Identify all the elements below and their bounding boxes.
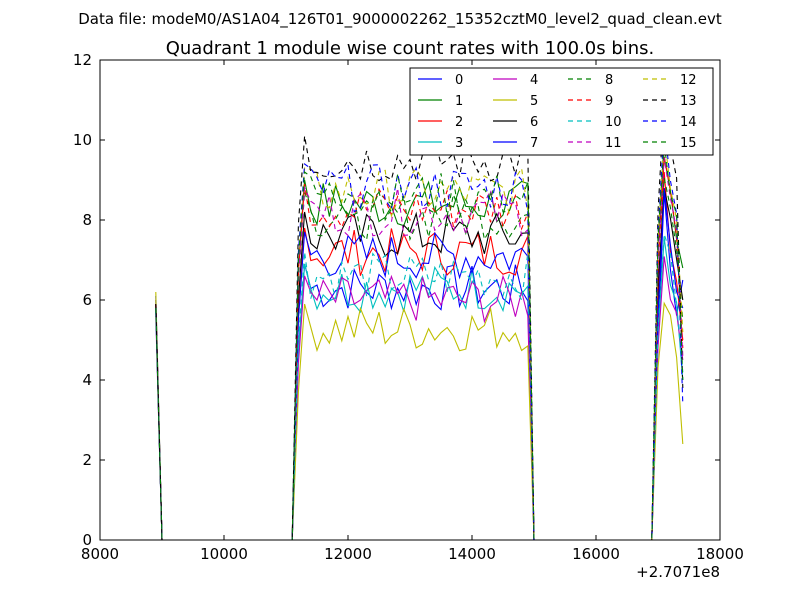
legend-label-6: 6 xyxy=(530,115,538,130)
legend-label-5: 5 xyxy=(530,94,538,109)
x-tick-label: 18000 xyxy=(696,545,744,563)
legend-label-8: 8 xyxy=(605,73,613,88)
y-tick-label: 10 xyxy=(73,131,92,149)
series-line-3 xyxy=(155,237,684,541)
legend-label-12: 12 xyxy=(680,73,697,88)
x-tick-label: 10000 xyxy=(200,545,248,563)
series-line-6 xyxy=(155,188,684,541)
series-line-10 xyxy=(155,234,684,541)
x-tick-label: 16000 xyxy=(572,545,620,563)
series-line-4 xyxy=(155,256,684,541)
legend-label-10: 10 xyxy=(605,115,622,130)
legend-label-11: 11 xyxy=(605,136,622,151)
chart-title: Quadrant 1 module wise count rates with … xyxy=(166,38,655,59)
legend-label-9: 9 xyxy=(605,94,613,109)
legend-label-7: 7 xyxy=(530,136,538,151)
series-line-7 xyxy=(155,188,684,541)
y-tick-label: 6 xyxy=(82,291,92,309)
plot-lines xyxy=(155,100,684,541)
y-tick-label: 4 xyxy=(82,371,92,389)
legend-label-2: 2 xyxy=(455,115,463,130)
legend-box xyxy=(409,67,714,156)
series-line-13 xyxy=(155,100,684,541)
legend-label-0: 0 xyxy=(455,73,463,88)
y-tick-label: 8 xyxy=(82,211,92,229)
legend-label-14: 14 xyxy=(680,115,697,130)
y-tick-label: 2 xyxy=(82,451,92,469)
x-offset-label: +2.7071e8 xyxy=(636,563,720,581)
y-tick-label: 12 xyxy=(73,51,92,69)
x-tick-label: 14000 xyxy=(448,545,496,563)
series-line-9 xyxy=(155,157,684,541)
series-line-0 xyxy=(155,192,684,541)
x-tick-label: 12000 xyxy=(324,545,372,563)
legend-label-15: 15 xyxy=(680,136,697,151)
series-line-14 xyxy=(155,125,684,541)
series-line-15 xyxy=(155,143,684,541)
x-tick-label: 8000 xyxy=(81,545,119,563)
series-line-11 xyxy=(155,157,684,541)
legend-label-1: 1 xyxy=(455,94,463,109)
legend-label-4: 4 xyxy=(530,73,538,88)
series-line-1 xyxy=(155,156,684,541)
legend-label-13: 13 xyxy=(680,94,697,109)
series-line-5 xyxy=(155,291,684,541)
data-file-label: Data file: modeM0/AS1A04_126T01_90000022… xyxy=(78,10,722,29)
legend-label-3: 3 xyxy=(455,136,463,151)
y-tick-label: 0 xyxy=(82,531,92,549)
